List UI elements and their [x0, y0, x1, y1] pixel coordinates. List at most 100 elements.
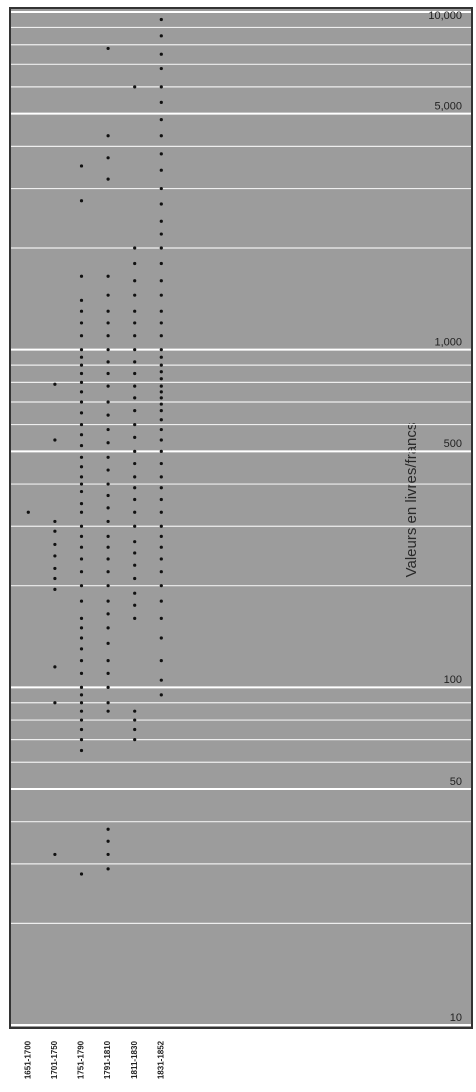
dot — [159, 390, 163, 394]
dot — [159, 658, 163, 663]
dot — [79, 685, 84, 689]
dot — [79, 738, 84, 742]
dot — [53, 701, 57, 705]
dot — [133, 384, 137, 388]
dot — [106, 309, 110, 313]
y-tick-label: 50 — [450, 776, 462, 788]
dot — [79, 390, 84, 394]
dot — [106, 455, 110, 459]
dot — [159, 202, 163, 206]
dot — [53, 852, 57, 857]
dot — [159, 355, 163, 359]
dot — [159, 293, 163, 297]
dot — [133, 348, 137, 352]
dot — [53, 438, 57, 442]
dot — [79, 355, 84, 359]
dot — [106, 641, 110, 645]
dot — [159, 134, 163, 138]
x-tick-label: 1811-1830 — [130, 1041, 139, 1079]
dot — [159, 616, 163, 621]
dot — [159, 334, 163, 338]
dot — [159, 475, 163, 479]
dot — [106, 334, 110, 338]
dot — [79, 727, 84, 732]
dot — [159, 534, 163, 538]
dot — [159, 402, 163, 406]
dot — [79, 309, 84, 313]
dot — [133, 540, 137, 544]
dot — [159, 409, 163, 413]
dot — [133, 727, 137, 732]
dot — [133, 309, 137, 313]
dot — [79, 411, 84, 415]
y-tick-label: 10,000 — [428, 10, 462, 22]
dot — [159, 524, 163, 528]
dot — [79, 443, 84, 448]
dot — [159, 693, 163, 697]
dot — [133, 321, 137, 325]
dot — [53, 542, 57, 547]
dot — [79, 422, 84, 427]
dot — [79, 693, 84, 697]
dot — [159, 363, 163, 367]
dot — [159, 34, 163, 38]
dot — [133, 371, 137, 376]
dot — [106, 709, 110, 713]
dot — [133, 576, 137, 581]
y-tick-label: 100 — [444, 674, 462, 686]
dot — [133, 486, 137, 490]
dot — [106, 156, 110, 160]
dot — [106, 827, 110, 831]
dot — [159, 678, 163, 682]
dot — [133, 616, 137, 621]
dot — [79, 636, 84, 640]
dot — [159, 17, 163, 22]
dot — [133, 461, 137, 466]
dot — [159, 377, 163, 381]
dot — [133, 524, 137, 528]
dot — [106, 441, 110, 445]
dot — [133, 709, 137, 713]
dot — [53, 529, 57, 533]
dot — [159, 100, 163, 104]
dot — [133, 293, 137, 297]
dot — [106, 534, 110, 538]
dot — [106, 701, 110, 705]
dot — [106, 570, 110, 574]
dot — [133, 85, 137, 89]
dot — [159, 261, 163, 266]
dot — [79, 658, 84, 663]
dot — [133, 475, 137, 479]
dot — [159, 52, 163, 56]
dot — [159, 246, 163, 250]
dot — [106, 584, 110, 588]
dot — [53, 576, 57, 581]
dot — [159, 636, 163, 640]
dot — [159, 497, 163, 502]
dot — [53, 519, 57, 524]
dot — [106, 626, 110, 630]
dot — [159, 599, 163, 603]
dot — [106, 671, 110, 675]
dot — [106, 557, 110, 561]
dot — [79, 872, 84, 876]
dot — [106, 519, 110, 524]
dot — [133, 591, 137, 595]
dot — [106, 400, 110, 404]
dot — [106, 493, 110, 498]
dot — [159, 384, 163, 388]
dot — [159, 557, 163, 561]
dot — [159, 461, 163, 466]
y-axis-label: Valeurs en livres/francs — [403, 423, 420, 578]
dot — [79, 510, 84, 514]
dot — [133, 497, 137, 502]
x-tick-label: 1751-1790 — [77, 1040, 86, 1079]
dot — [133, 261, 137, 266]
dot — [106, 599, 110, 603]
dot — [159, 219, 163, 223]
dot — [53, 665, 57, 669]
y-tick-label: 5,000 — [434, 101, 462, 113]
dot — [106, 867, 110, 871]
